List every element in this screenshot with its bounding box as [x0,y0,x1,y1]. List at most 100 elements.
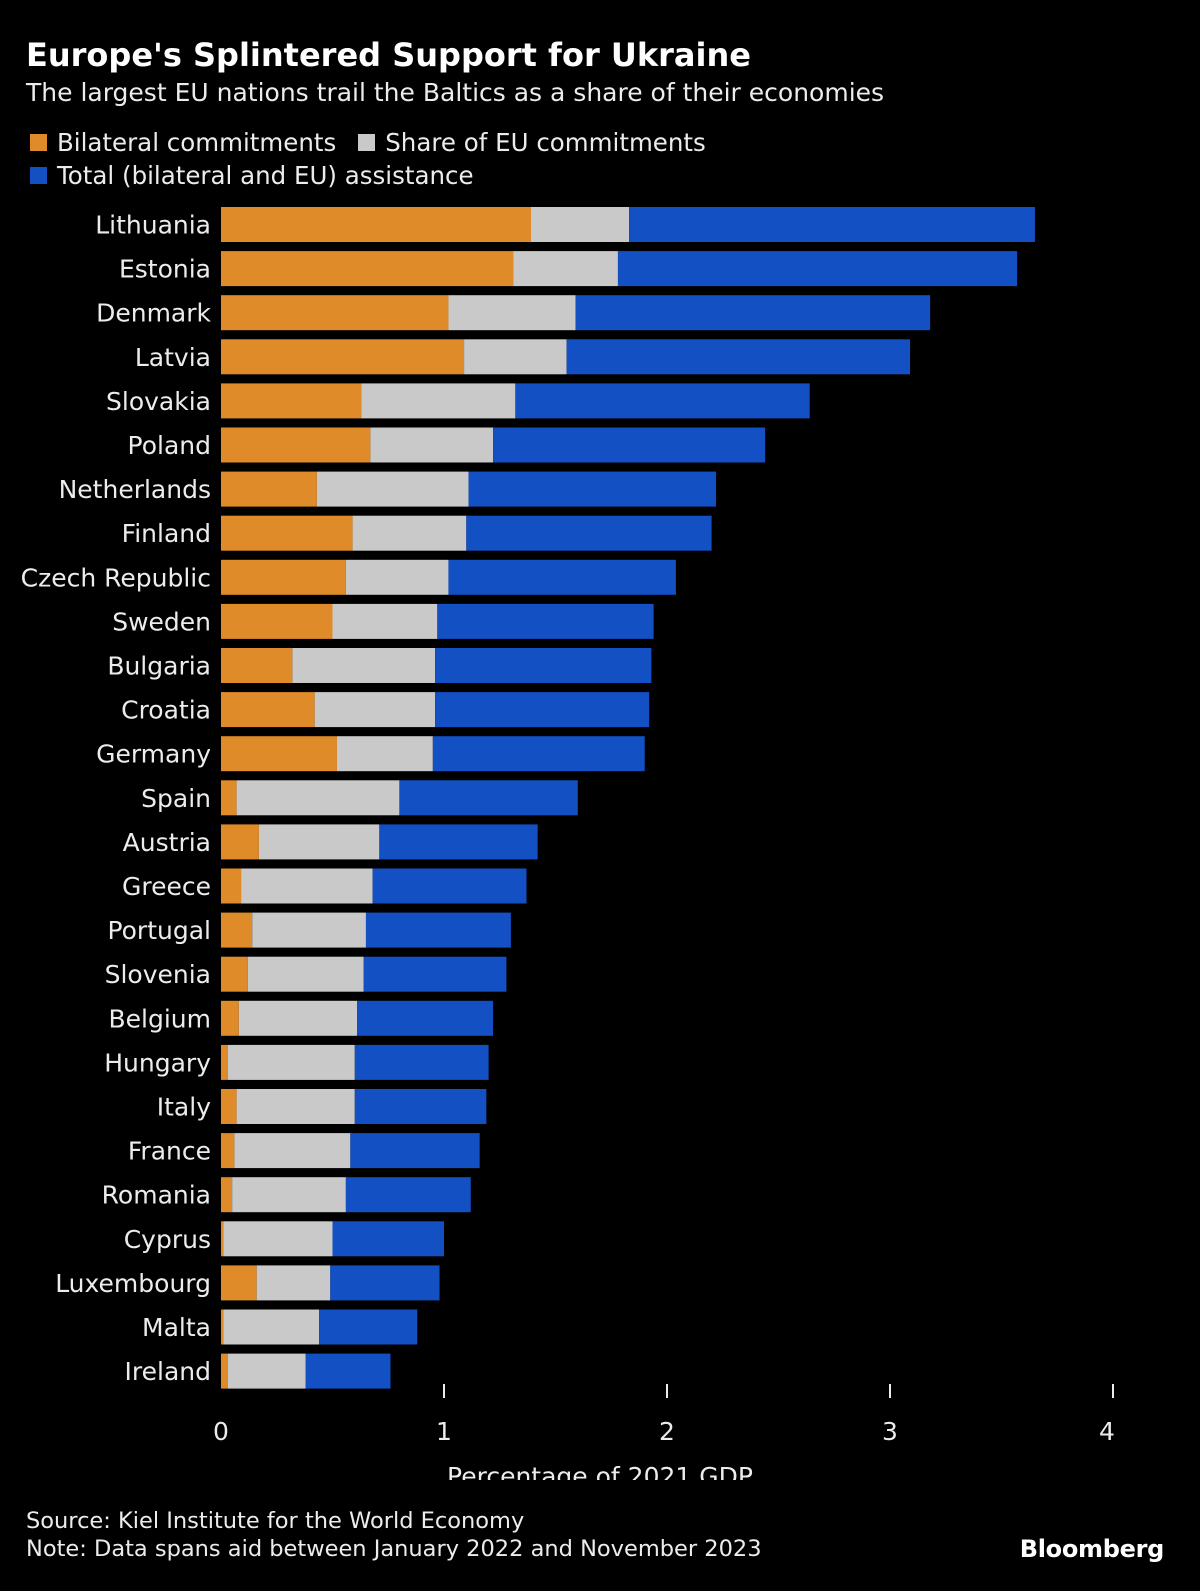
bar-slovenia-bilateral [221,956,248,992]
bar-italy-total [354,1089,487,1124]
bar-luxembourg-total [330,1265,440,1301]
category-label-denmark: Denmark [96,299,211,328]
x-tick-label-3: 3 [882,1417,898,1446]
bar-romania-bilateral [221,1177,233,1213]
bar-lithuania-total [629,207,1035,242]
legend: Bilateral commitments Share of EU commit… [30,128,728,157]
category-label-czech-republic: Czech Republic [21,563,211,592]
bar-austria-total [379,824,538,860]
bar-czech-republic-eu-share [345,559,449,595]
bar-lithuania-bilateral [221,207,531,242]
bar-denmark-total [575,295,931,331]
bar-finland-bilateral [221,515,353,551]
bar-bulgaria-bilateral [221,648,293,683]
bar-belgium-eu-share [238,1000,358,1036]
bar-poland-eu-share [370,427,494,463]
bar-estonia-bilateral [221,251,514,287]
bar-italy-eu-share [236,1089,355,1124]
category-label-bulgaria: Bulgaria [107,652,211,681]
bar-belgium-bilateral [221,1000,239,1036]
bar-portugal-total [365,912,511,948]
category-label-malta: Malta [142,1313,211,1342]
bar-denmark-bilateral [221,295,449,331]
bar-denmark-eu-share [448,295,576,331]
legend-swatch-bilateral [30,134,47,151]
legend-item-total: Total (bilateral and EU) assistance [30,161,474,190]
bar-hungary-total [354,1044,489,1080]
bar-slovakia-bilateral [221,383,362,419]
bar-chart: Lithuania Estonia Denmark Latvia Slovakia Pol… [21,207,1115,1480]
bar-estonia-eu-share [513,251,618,287]
bar-austria-bilateral [221,824,259,860]
category-label-estonia: Estonia [119,255,211,284]
bar-slovakia-eu-share [361,383,516,419]
bar-netherlands-eu-share [316,471,469,507]
bar-czech-republic-total [448,559,676,595]
bar-finland-total [466,515,712,551]
bar-latvia-eu-share [464,339,567,375]
bar-slovakia-total [515,383,810,419]
source-note: Source: Kiel Institute for the World Eco… [26,1508,525,1534]
legend-row-2: Total (bilateral and EU) assistance [30,161,496,190]
bar-ireland-total [305,1353,391,1389]
bar-sweden-total [437,603,654,639]
category-label-poland: Poland [128,431,211,460]
category-label-spain: Spain [141,784,211,813]
legend-swatch-eu-share [358,134,376,151]
chart-subtitle: The largest EU nations trail the Baltics… [26,78,885,107]
bar-france-eu-share [234,1133,351,1169]
bar-luxembourg-eu-share [256,1265,331,1301]
legend-label-eu-share: Share of EU commitments [385,128,706,157]
bar-bulgaria-total [435,648,652,683]
bar-lithuania-eu-share [530,207,630,242]
bar-germany-eu-share [336,736,433,772]
category-label-sweden: Sweden [112,607,211,636]
bar-romania-eu-share [232,1177,346,1213]
bar-ireland-eu-share [227,1353,306,1389]
bar-hungary-eu-share [227,1044,355,1080]
bar-france-bilateral [221,1133,235,1169]
bar-spain-bilateral [221,780,237,816]
bar-croatia-eu-share [314,692,436,728]
bar-greece-eu-share [241,868,373,904]
category-label-ireland: Ireland [125,1357,211,1386]
bar-poland-bilateral [221,427,371,463]
category-label-netherlands: Netherlands [59,475,211,504]
category-label-france: France [128,1137,211,1166]
bar-netherlands-total [468,471,717,507]
x-tick-label-1: 1 [436,1417,452,1446]
bar-netherlands-bilateral [221,471,317,507]
bar-croatia-bilateral [221,692,315,728]
bar-luxembourg-bilateral [221,1265,257,1301]
bar-slovenia-eu-share [247,956,364,992]
category-label-greece: Greece [122,872,211,901]
category-label-finland: Finland [122,519,211,548]
x-tick-label-0: 0 [213,1417,229,1446]
bar-italy-bilateral [221,1089,237,1124]
category-label-lithuania: Lithuania [95,211,211,240]
category-label-portugal: Portugal [107,916,211,945]
category-label-hungary: Hungary [104,1048,211,1077]
bar-latvia-total [566,339,911,375]
chart-title: Europe's Splintered Support for Ukraine [26,36,751,74]
bar-cyprus-eu-share [223,1221,333,1257]
bar-greece-total [372,868,527,904]
category-label-slovenia: Slovenia [105,960,211,989]
bar-belgium-total [357,1000,494,1036]
bar-poland-total [493,427,766,463]
category-label-romania: Romania [102,1181,211,1210]
legend-swatch-total [30,167,47,184]
bar-portugal-bilateral [221,912,253,948]
bar-bulgaria-eu-share [292,648,436,683]
category-label-germany: Germany [96,740,211,769]
bar-spain-total [399,780,578,816]
category-label-croatia: Croatia [121,696,211,725]
bar-latvia-bilateral [221,339,465,375]
bar-sweden-bilateral [221,603,333,639]
legend-item-bilateral: Bilateral commitments [30,128,336,157]
category-label-latvia: Latvia [135,343,211,372]
bar-malta-bilateral [221,1309,224,1345]
data-note: Note: Data spans aid between January 202… [26,1536,762,1562]
bar-sweden-eu-share [332,603,438,639]
bar-austria-eu-share [258,824,380,860]
